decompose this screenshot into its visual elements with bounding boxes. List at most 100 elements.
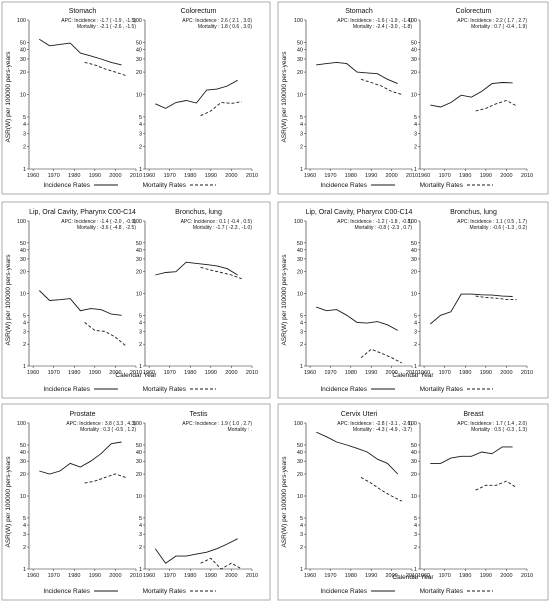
y-tick-label: 40: [136, 450, 142, 456]
y-tick-label: 20: [20, 472, 26, 478]
chart-title: Testis: [190, 411, 208, 418]
y-tick-label: 4: [300, 122, 303, 128]
y-tick-label: 30: [297, 459, 303, 465]
y-tick-label: 3: [23, 532, 26, 538]
x-tick-label: 2010: [246, 573, 258, 579]
x-tick-label: 1990: [89, 370, 101, 376]
apc-incidence: APC: Incidence : 2.6 ( 2.1 , 3.0): [182, 18, 252, 24]
chart-title: Stomach: [345, 8, 373, 15]
y-tick-label: 10: [136, 292, 142, 298]
x-tick-label: 1960: [143, 370, 155, 376]
x-axis-label: Calendar Year: [115, 372, 157, 379]
y-tick-label: 1: [414, 364, 417, 370]
x-tick-label: 1980: [68, 173, 80, 179]
series-line-incidence: [316, 61, 398, 85]
x-tick-label: 2000: [500, 173, 512, 179]
y-tick-label: 1: [300, 567, 303, 573]
y-tick-label: 2: [300, 145, 303, 151]
y-tick-label: 5: [414, 115, 417, 121]
x-tick-label: 2010: [406, 370, 418, 376]
y-tick-label: 40: [297, 48, 303, 54]
x-tick-label: 1960: [418, 573, 430, 579]
x-tick-label: 1980: [184, 173, 196, 179]
y-tick-label: 2: [300, 342, 303, 348]
legend-label-mortality: Mortality Rates: [143, 588, 187, 595]
y-tick-label: 1: [23, 167, 26, 173]
series-line-incidence: [316, 306, 398, 331]
apc-mortality: Mortality : 1.8 ( 0.6 , 3.0): [198, 24, 253, 30]
y-tick-label: 1: [139, 567, 142, 573]
y-tick-label: 40: [297, 450, 303, 456]
y-tick-label: 3: [300, 329, 303, 335]
y-tick-label: 4: [23, 523, 26, 529]
x-tick-label: 2010: [246, 370, 258, 376]
apc-mortality: Mortality : 0.7 ( -0.4 , 1.9): [471, 24, 527, 30]
apc-incidence: APC: Incidence : 2.2 ( 1.7 , 2.7): [457, 18, 527, 24]
y-tick-label: 5: [300, 516, 303, 522]
y-tick-label: 3: [414, 131, 417, 137]
y-tick-label: 50: [297, 40, 303, 46]
x-tick-label: 1990: [205, 173, 217, 179]
x-tick-label: 1980: [459, 370, 471, 376]
legend-label-incidence: Incidence Rates: [43, 588, 90, 595]
y-tick-label: 2: [23, 145, 26, 151]
y-tick-label: 40: [411, 450, 417, 456]
x-tick-label: 1960: [304, 573, 316, 579]
y-tick-label: 1: [23, 567, 26, 573]
apc-mortality: Mortality : -0.8 ( -2.3 , 0.7): [354, 225, 412, 231]
x-tick-label: 1980: [68, 573, 80, 579]
y-tick-label: 100: [17, 219, 26, 225]
legend-label-mortality: Mortality Rates: [420, 588, 464, 595]
x-tick-label: 2000: [385, 370, 397, 376]
y-tick-label: 100: [133, 421, 142, 427]
y-tick-label: 5: [300, 313, 303, 319]
y-tick-label: 20: [136, 472, 142, 478]
x-tick-label: 1970: [164, 173, 176, 179]
apc-mortality: Mortality : -2.1 ( -2.6 , -1.5): [77, 24, 137, 30]
x-tick-label: 1960: [418, 370, 430, 376]
x-tick-label: 1980: [184, 370, 196, 376]
y-tick-label: 10: [411, 93, 417, 99]
y-tick-label: 5: [139, 115, 142, 121]
chart-title: Lip, Oral Cavity, Pharynx C00-C14: [306, 209, 413, 216]
y-tick-label: 4: [414, 320, 417, 326]
y-tick-label: 50: [136, 40, 142, 46]
y-tick-label: 20: [411, 70, 417, 76]
series-line-mortality: [84, 322, 126, 347]
apc-incidence: APC: Incidence : 1.1 ( 0.5 , 1.7): [457, 219, 527, 225]
y-tick-label: 30: [20, 257, 26, 263]
x-tick-label: 2010: [130, 573, 142, 579]
y-tick-label: 30: [411, 257, 417, 263]
x-tick-label: 1990: [205, 370, 217, 376]
y-tick-label: 3: [300, 532, 303, 538]
apc-incidence: APC: Incidence : 3.8 ( 3.3 , 4.3): [66, 421, 136, 427]
y-tick-label: 5: [414, 516, 417, 522]
y-tick-label: 10: [20, 494, 26, 500]
y-tick-label: 100: [408, 18, 417, 24]
y-tick-label: 3: [23, 131, 26, 137]
x-tick-label: 2000: [109, 173, 121, 179]
y-axis-label: ASR(W) per 100000 pers-years: [281, 254, 288, 346]
x-tick-label: 1970: [48, 173, 60, 179]
y-tick-label: 3: [414, 532, 417, 538]
x-tick-label: 1960: [143, 173, 155, 179]
x-tick-label: 1990: [365, 370, 377, 376]
y-tick-label: 20: [411, 270, 417, 276]
y-tick-label: 30: [136, 57, 142, 63]
figure-frame: [277, 1, 549, 195]
figure-frame: [1, 403, 271, 601]
x-tick-label: 1980: [345, 573, 357, 579]
x-tick-label: 1990: [480, 573, 492, 579]
x-tick-label: 1990: [205, 573, 217, 579]
y-tick-label: 5: [23, 313, 26, 319]
y-tick-label: 50: [136, 241, 142, 247]
figure-frame: [1, 201, 271, 399]
x-tick-label: 1970: [164, 573, 176, 579]
y-tick-label: 2: [414, 545, 417, 551]
apc-incidence: APC: Incidence : -2.8 ( -3.1 , -2.6): [337, 421, 412, 427]
figure-group: ASR(W) per 100000 pers-years Incidence Ra…: [277, 1, 549, 195]
apc-mortality: Mortality : 0.3 ( -0.5 , 1.2): [80, 427, 136, 433]
